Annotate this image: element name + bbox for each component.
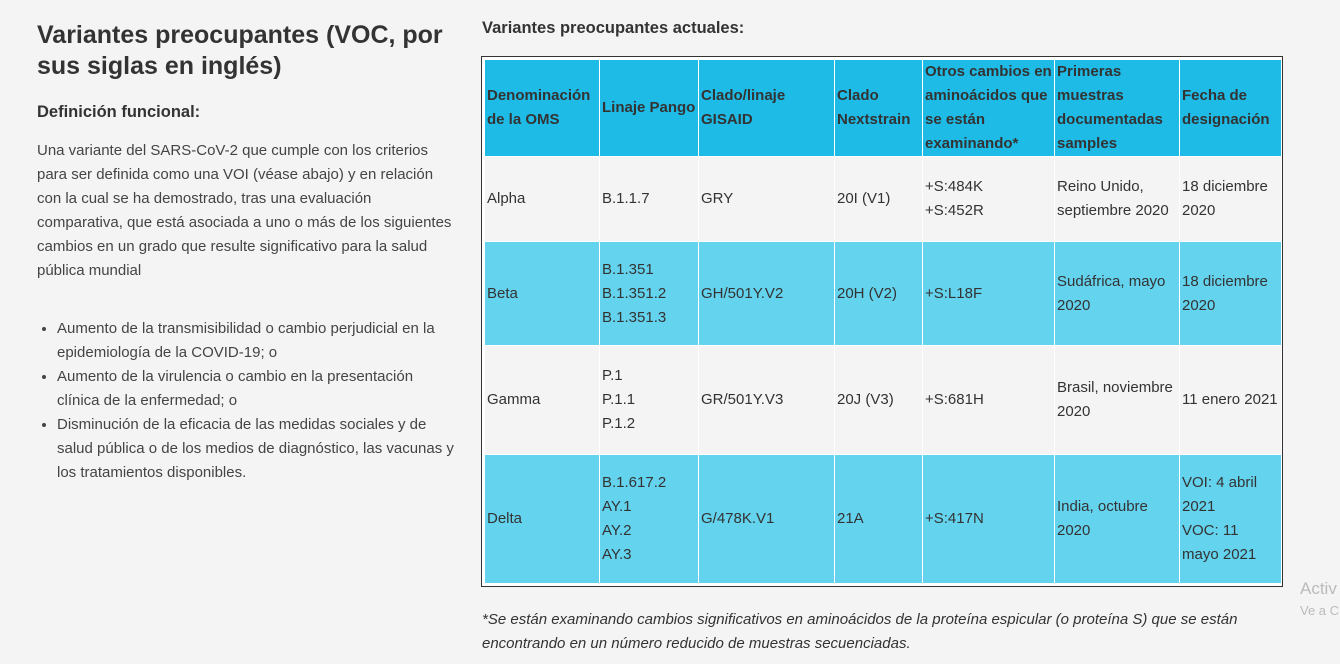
table-cell-nextstrain: 21A <box>835 455 922 583</box>
criteria-list: Aumento de la transmisibilidad o cambio … <box>37 317 457 485</box>
header-cell: Linaje Pango <box>600 60 698 156</box>
variants-table: Denominación de la OMS Linaje Pango Clad… <box>484 59 1282 584</box>
table-cell-samples: Brasil, noviembre 2020 <box>1055 346 1179 454</box>
header-cell: Clado/linaje GISAID <box>699 60 834 156</box>
table-cell-changes: +S:417N <box>923 455 1054 583</box>
list-item: Aumento de la virulencia o cambio en la … <box>57 365 457 413</box>
table-title: Variantes preocupantes actuales: <box>482 19 745 37</box>
header-cell: Otros cambios en aminoácidos que se está… <box>923 60 1054 156</box>
table-cell-date: VOI: 4 abril 2021 VOC: 11 mayo 2021 <box>1180 455 1281 583</box>
table-cell-samples: India, octubre 2020 <box>1055 455 1179 583</box>
definition-paragraph: Una variante del SARS-CoV-2 que cumple c… <box>37 142 452 279</box>
footnote: *Se están examinando cambios significati… <box>482 611 1238 652</box>
list-item: Aumento de la transmisibilidad o cambio … <box>57 317 457 365</box>
definition-panel: Variantes preocupantes (VOC, por sus sigl… <box>37 20 457 485</box>
table-cell-name: Delta <box>485 455 599 583</box>
table-row: Gamma P.1 P.1.1 P.1.2 GR/501Y.V3 20J (V3) +S:6… <box>485 346 1281 454</box>
activation-watermark: Activ Ve a C <box>1300 579 1340 618</box>
page-title: Variantes preocupantes (VOC, por sus sigl… <box>37 21 443 80</box>
table-row: Delta B.1.617.2 AY.1 AY.2 AY.3 G/478K.V1 21A +S… <box>485 455 1281 583</box>
table-cell-samples: Sudáfrica, mayo 2020 <box>1055 242 1179 345</box>
table-cell-gisaid: GR/501Y.V3 <box>699 346 834 454</box>
table-cell-name: Gamma <box>485 346 599 454</box>
table-cell-gisaid: GRY <box>699 157 834 241</box>
table-cell-name: Beta <box>485 242 599 345</box>
variants-table-container: Denominación de la OMS Linaje Pango Clad… <box>481 56 1283 587</box>
table-cell-gisaid: GH/501Y.V2 <box>699 242 834 345</box>
table-cell-gisaid: G/478K.V1 <box>699 455 834 583</box>
table-cell-date: 18 diciembre 2020 <box>1180 157 1281 241</box>
subheading: Definición funcional: <box>37 103 201 121</box>
table-row: Beta B.1.351 B.1.351.2 B.1.351.3 GH/501Y.V2 2… <box>485 242 1281 345</box>
table-cell-changes: +S:L18F <box>923 242 1054 345</box>
table-cell-name: Alpha <box>485 157 599 241</box>
table-row: Alpha B.1.1.7 GRY 20I (V1) +S:484K +S:452R Rei… <box>485 157 1281 241</box>
header-cell: Primeras muestras documentadas samples <box>1055 60 1179 156</box>
list-item: Disminución de la eficacia de las medida… <box>57 413 457 485</box>
table-cell-nextstrain: 20J (V3) <box>835 346 922 454</box>
header-cell: Fecha de designación <box>1180 60 1281 156</box>
table-cell-pango: B.1.1.7 <box>600 157 698 241</box>
table-cell-pango: B.1.617.2 AY.1 AY.2 AY.3 <box>600 455 698 583</box>
table-cell-pango: P.1 P.1.1 P.1.2 <box>600 346 698 454</box>
table-cell-date: 18 diciembre 2020 <box>1180 242 1281 345</box>
table-cell-nextstrain: 20I (V1) <box>835 157 922 241</box>
table-cell-changes: +S:681H <box>923 346 1054 454</box>
table-cell-changes: +S:484K +S:452R <box>923 157 1054 241</box>
table-cell-pango: B.1.351 B.1.351.2 B.1.351.3 <box>600 242 698 345</box>
table-cell-date: 11 enero 2021 <box>1180 346 1281 454</box>
table-cell-nextstrain: 20H (V2) <box>835 242 922 345</box>
header-cell: Denominación de la OMS <box>485 60 599 156</box>
table-header-row: Denominación de la OMS Linaje Pango Clad… <box>485 60 1281 156</box>
table-cell-samples: Reino Unido, septiembre 2020 <box>1055 157 1179 241</box>
header-cell: Clado Nextstrain <box>835 60 922 156</box>
